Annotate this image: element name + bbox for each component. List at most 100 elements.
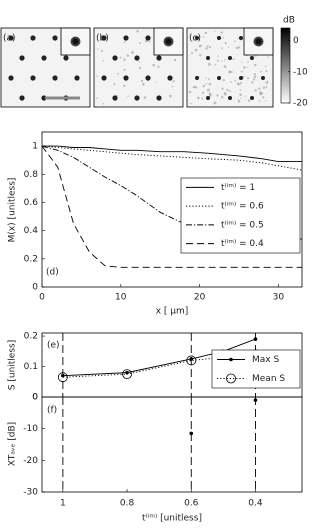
inset-spot-core xyxy=(255,38,262,45)
speckle xyxy=(172,80,175,83)
speckle xyxy=(131,51,134,54)
legend-box xyxy=(211,349,301,389)
speckle xyxy=(258,100,261,102)
spot xyxy=(123,35,129,41)
colorbar-label: dB xyxy=(283,16,295,26)
speckle xyxy=(138,61,140,63)
speckle xyxy=(113,83,116,86)
speckle xyxy=(123,58,126,61)
spot xyxy=(134,55,140,61)
speckle xyxy=(157,65,160,68)
speckle xyxy=(247,77,250,80)
x-tick-label: 30 xyxy=(273,293,285,303)
speckle xyxy=(155,81,157,83)
speckle xyxy=(242,66,246,69)
speckle xyxy=(143,96,147,99)
y-tick-label: 1 xyxy=(32,142,38,152)
speckle xyxy=(208,62,211,66)
speckle xyxy=(226,88,229,92)
spot xyxy=(101,35,107,41)
speckle xyxy=(208,94,212,97)
speckle xyxy=(123,41,126,43)
speckle xyxy=(265,85,268,88)
panel-label: (e) xyxy=(47,341,60,351)
speckle xyxy=(205,77,207,79)
speckle xyxy=(116,72,119,75)
legend-label: t⁽ⁱᵐ⁾ = 1 xyxy=(221,183,255,193)
speckle xyxy=(136,29,139,33)
speckle xyxy=(100,49,103,53)
speckle xyxy=(197,96,200,100)
spot xyxy=(250,96,254,100)
y-tick-label: -10 xyxy=(23,424,38,434)
point xyxy=(57,372,68,383)
panel-label: (a) xyxy=(3,34,16,44)
point xyxy=(253,398,258,402)
point xyxy=(122,369,132,380)
speckle xyxy=(97,48,99,50)
speckle xyxy=(192,40,194,42)
speckle xyxy=(244,95,246,97)
speckle xyxy=(173,58,177,62)
speckle xyxy=(247,61,249,63)
speckle xyxy=(96,75,98,77)
speckle xyxy=(119,56,122,59)
speckle xyxy=(220,31,223,34)
speckle xyxy=(171,85,174,88)
panel-label: (f) xyxy=(47,406,57,416)
speckle xyxy=(138,42,141,45)
speckle xyxy=(192,86,195,88)
y-tick-label: 0 xyxy=(32,393,38,403)
spot xyxy=(228,56,232,60)
speckle xyxy=(194,48,198,52)
x-axis-label: x [ μm] xyxy=(156,307,189,317)
spot xyxy=(261,76,265,80)
x-tick-label: 0.6 xyxy=(184,499,199,509)
point xyxy=(61,373,65,378)
legend-label: t⁽ⁱᵐ⁾ = 0.4 xyxy=(221,239,264,249)
speckle xyxy=(217,55,220,57)
speckle xyxy=(246,66,248,68)
speckle xyxy=(190,102,192,105)
y-tick-label: 0.2 xyxy=(24,254,38,264)
speckle xyxy=(207,78,210,81)
speckle xyxy=(264,65,267,67)
speckle xyxy=(253,78,256,81)
speckle xyxy=(207,88,210,92)
speckle xyxy=(228,71,231,74)
spot xyxy=(41,55,47,61)
spot xyxy=(52,75,58,81)
speckle xyxy=(251,81,254,84)
y-axis-label: S [unitless] xyxy=(8,340,18,390)
spot xyxy=(217,36,221,40)
y-axis-label: M(x) [unitless] xyxy=(8,178,18,243)
speckle xyxy=(253,75,257,79)
speckle xyxy=(213,101,217,105)
speckle xyxy=(115,94,118,97)
y-tick-label: 0.8 xyxy=(24,170,39,180)
speckle xyxy=(201,97,204,100)
y-tick-label: 0.1 xyxy=(24,362,38,372)
spot xyxy=(228,96,232,100)
speckle xyxy=(239,89,242,92)
speckle xyxy=(123,84,126,88)
legend-label: Mean S xyxy=(252,374,285,384)
speckle xyxy=(230,70,233,73)
x-tick-label: 10 xyxy=(115,293,127,303)
y-tick-label: 0.2 xyxy=(24,332,38,342)
x-axis-label: t⁽ⁱᵐ⁾ [unitless] xyxy=(142,514,202,524)
colorbar-tick-label: -20 xyxy=(293,99,308,109)
legend-label: Max S xyxy=(252,355,279,365)
speckle xyxy=(141,82,145,86)
spot xyxy=(19,55,25,61)
speckle xyxy=(191,51,194,54)
speckle xyxy=(265,81,269,85)
speckle xyxy=(258,87,261,90)
spot xyxy=(145,35,151,41)
speckle xyxy=(199,54,202,57)
speckle xyxy=(232,58,235,61)
speckle xyxy=(240,61,243,63)
x-tick-label: 0.4 xyxy=(248,499,263,509)
x-tick-label: 20 xyxy=(194,293,206,303)
